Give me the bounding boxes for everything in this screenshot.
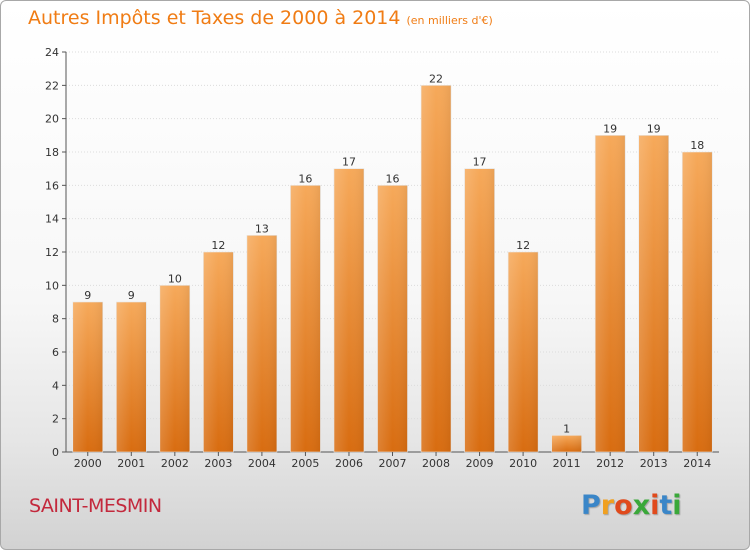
data-label: 18: [690, 139, 704, 152]
logo-letter: r: [600, 490, 615, 521]
bar-sheen: [203, 252, 234, 452]
bar-sheen: [246, 235, 277, 452]
data-label: 10: [168, 272, 182, 285]
proxiti-logo: Proxiti: [581, 490, 682, 521]
bar-sheen: [508, 252, 539, 452]
x-tick-label: 2010: [509, 457, 537, 470]
x-tick-label: 2001: [117, 457, 145, 470]
chart-title-unit: (en milliers d'€): [406, 14, 493, 27]
x-tick-label: 2009: [466, 457, 494, 470]
data-label: 16: [298, 172, 312, 185]
bar-sheen: [377, 185, 408, 453]
x-tick-label: 2014: [683, 457, 711, 470]
y-tick-label: 2: [52, 413, 59, 426]
bar-sheen: [551, 435, 582, 452]
bar-sheen: [464, 168, 495, 452]
y-tick-label: 22: [45, 79, 59, 92]
chart-title: Autres Impôts et Taxes de 2000 à 2014 (en…: [28, 7, 493, 29]
logo-letter: i: [650, 490, 660, 521]
y-tick-label: 20: [45, 113, 59, 126]
logo-letter: t: [659, 490, 673, 521]
x-tick-label: 2008: [422, 457, 450, 470]
bar-sheen: [72, 302, 103, 452]
data-label: 12: [516, 239, 530, 252]
x-tick-label: 2011: [553, 457, 581, 470]
logo-letter: P: [581, 490, 601, 521]
x-tick-label: 2002: [161, 457, 189, 470]
data-label: 19: [603, 122, 617, 135]
bar-sheen: [116, 302, 147, 452]
y-tick-label: 18: [45, 146, 59, 159]
data-label: 16: [386, 172, 400, 185]
x-tick-label: 2000: [74, 457, 102, 470]
y-tick-label: 6: [52, 346, 59, 359]
bar-sheen: [290, 185, 321, 453]
chart-title-main: Autres Impôts et Taxes de 2000 à 2014: [28, 7, 401, 29]
data-label: 13: [255, 222, 269, 235]
x-tick-label: 2013: [640, 457, 668, 470]
x-tick-label: 2003: [204, 457, 232, 470]
data-label: 17: [342, 156, 356, 169]
y-tick-label: 14: [45, 213, 59, 226]
x-tick-label: 2006: [335, 457, 363, 470]
y-tick-label: 4: [52, 379, 59, 392]
bar-sheen: [682, 152, 713, 452]
data-label: 17: [473, 156, 487, 169]
logo-letter: x: [632, 490, 651, 521]
y-tick-label: 16: [45, 179, 59, 192]
data-label: 22: [429, 72, 443, 85]
x-tick-label: 2005: [291, 457, 319, 470]
data-label: 9: [84, 289, 91, 302]
data-label: 12: [211, 239, 225, 252]
x-tick-label: 2004: [248, 457, 276, 470]
data-label: 1: [563, 422, 570, 435]
y-tick-label: 0: [52, 446, 59, 459]
y-tick-label: 8: [52, 313, 59, 326]
y-tick-label: 10: [45, 279, 59, 292]
bar-sheen: [159, 285, 190, 452]
logo-letter: i: [672, 490, 682, 521]
bar-sheen: [638, 135, 669, 453]
data-label: 19: [647, 122, 661, 135]
data-label: 9: [128, 289, 135, 302]
bar-sheen: [333, 168, 364, 452]
y-tick-label: 12: [45, 246, 59, 259]
bar-sheen: [595, 135, 626, 453]
x-tick-label: 2007: [379, 457, 407, 470]
bar-sheen: [421, 85, 452, 452]
y-tick-label: 24: [45, 46, 59, 59]
commune-name: SAINT-MESMIN: [29, 495, 162, 517]
logo-letter: o: [614, 490, 633, 521]
x-tick-label: 2012: [596, 457, 624, 470]
